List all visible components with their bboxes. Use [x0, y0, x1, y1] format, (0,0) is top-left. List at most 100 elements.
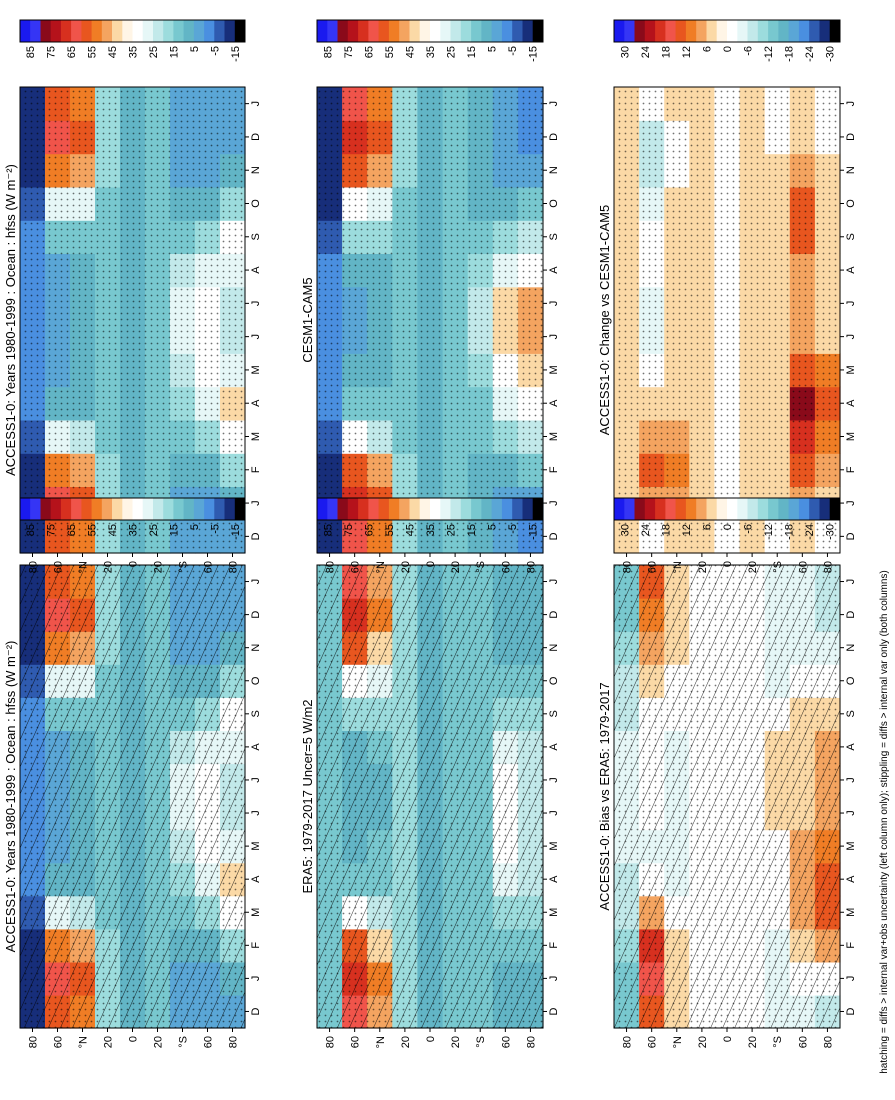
month-tick-label: J [250, 976, 262, 982]
month-tick-label: A [548, 399, 560, 407]
colorbar-swatch [173, 20, 184, 42]
month-tick-label: F [845, 942, 857, 949]
colorbar-swatch [737, 20, 748, 42]
colorbar-label: -24 [804, 46, 816, 62]
month-tick-label: S [548, 233, 560, 240]
month-tick-label: F [250, 942, 262, 949]
colorbar-swatch [440, 498, 451, 520]
lat-tick-label: 80 [28, 561, 40, 573]
colorbar-swatch [430, 498, 441, 520]
colorbar-swatch [40, 498, 52, 520]
colorbar-swatch [716, 20, 728, 42]
lat-tick-label: °S [178, 561, 190, 573]
colorbar-label: -15 [528, 524, 540, 540]
month-tick-label: F [548, 466, 560, 473]
colorbar-label: 75 [46, 46, 58, 58]
month-tick-label: A [845, 875, 857, 883]
colorbar-label: -12 [763, 46, 775, 62]
colorbar-label: 55 [87, 46, 99, 58]
colorbar-label: 85 [322, 46, 334, 58]
colorbar-swatch [337, 498, 349, 520]
colorbar-swatch [634, 20, 646, 42]
stippling-overlay [614, 87, 840, 553]
colorbar-swatch [768, 20, 779, 42]
colorbar-swatch [819, 498, 831, 520]
lat-tick-label: 20 [747, 561, 759, 573]
colorbar-label: 85 [25, 524, 37, 536]
colorbar-swatch [471, 498, 482, 520]
colorbar-swatch [522, 498, 534, 520]
colorbar-swatch [829, 20, 841, 42]
colorbar-label: -24 [804, 524, 816, 540]
colorbar-swatch [788, 20, 800, 42]
colorbar-swatch [142, 20, 154, 42]
colorbar-label: 0 [722, 46, 734, 52]
lat-tick-label: 60 [647, 1036, 659, 1048]
colorbar-swatch [50, 20, 62, 42]
colorbar-label: 35 [425, 524, 437, 536]
lat-tick-label: 60 [53, 561, 65, 573]
colorbar-swatch [234, 498, 246, 520]
lat-tick-label: °S [178, 1036, 190, 1048]
colorbar-label: 35 [128, 46, 140, 58]
colorbar-label: 30 [619, 524, 631, 536]
colorbar-swatch [491, 20, 503, 42]
lat-tick-label: 0 [425, 1036, 437, 1042]
lat-tick-label: °N [375, 561, 387, 573]
colorbar-swatch [327, 20, 338, 42]
colorbar-swatch [50, 498, 62, 520]
colorbar-swatch [481, 498, 493, 520]
colorbar-frame [19, 497, 246, 521]
colorbar-label: -15 [230, 524, 242, 540]
month-tick-label: O [845, 199, 857, 208]
hatching-overlay [614, 565, 840, 1028]
lat-tick-label: 60 [647, 561, 659, 573]
colorbar-swatch [460, 498, 472, 520]
colorbar-swatch [727, 498, 738, 520]
month-tick-label: A [548, 743, 560, 751]
lat-tick-label: 20 [450, 561, 462, 573]
colorbar-swatch [378, 498, 390, 520]
colorbar-swatch [665, 20, 677, 42]
month-tick-label: A [548, 266, 560, 274]
panel-title: ACCESS1-0: Years 1980-1999 : Ocean : hfs… [3, 164, 18, 476]
colorbar-swatch [368, 498, 380, 520]
colorbar-swatch [798, 20, 810, 42]
month-tick-label: J [250, 810, 262, 816]
lat-tick-label: 20 [747, 1036, 759, 1048]
colorbar-swatch [112, 498, 123, 520]
colorbar-swatch [419, 498, 431, 520]
colorbar-swatch [409, 20, 421, 42]
colorbar-swatch [224, 498, 236, 520]
month-tick-label: J [548, 976, 560, 982]
month-tick-label: S [845, 233, 857, 240]
colorbar-label: -6 [743, 524, 755, 534]
colorbar-label: 45 [107, 524, 119, 536]
colorbar-swatch [388, 20, 400, 42]
colorbar-label: 25 [148, 524, 160, 536]
lat-tick-label: 20 [103, 1036, 115, 1048]
lat-tick-label: 20 [697, 561, 709, 573]
month-tick-label: M [845, 908, 857, 917]
month-tick-label: J [250, 301, 262, 307]
month-tick-label: A [250, 875, 262, 883]
colorbar-label: 55 [87, 524, 99, 536]
month-tick-label: M [250, 908, 262, 917]
panel-title: CESM1-CAM5 [300, 277, 315, 362]
panel-title: ERA5: 1979-2017 Uncer=5 W/m2 [300, 699, 315, 893]
colorbar-label: 30 [619, 46, 631, 58]
lat-tick-label: 80 [28, 1036, 40, 1048]
colorbar-p1: 85 75 65 55 45 35 25 15 5 -5 -15 [19, 497, 246, 540]
colorbar-swatch [512, 20, 523, 42]
colorbar-label: -18 [784, 524, 796, 540]
colorbar-label: 65 [363, 524, 375, 536]
lat-tick-label: 80 [622, 1036, 634, 1048]
colorbar-swatch [193, 20, 205, 42]
colorbar-swatch [317, 498, 328, 520]
lat-tick-label: 80 [525, 561, 537, 573]
colorbar-swatch [819, 20, 831, 42]
colorbar-frame [613, 19, 841, 43]
